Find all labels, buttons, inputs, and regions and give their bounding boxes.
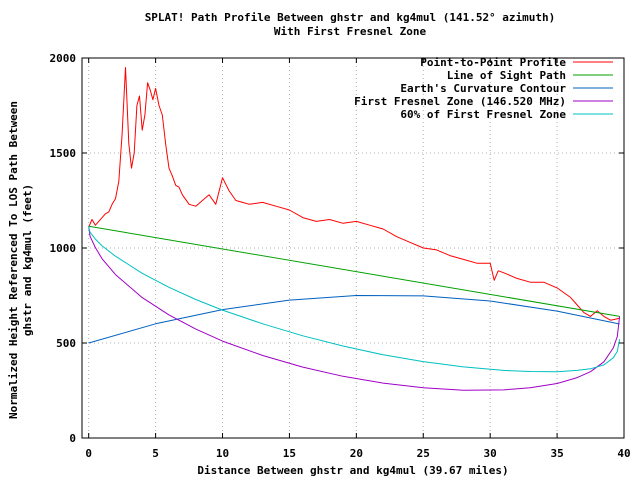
legend-label: 60% of First Fresnel Zone [400,108,566,121]
series-group [88,67,621,391]
y-axis-label-line1: Normalized Height Referenced To LOS Path… [7,101,20,419]
y-tick-label: 500 [56,337,76,350]
series-line-1 [88,67,620,321]
legend-label: First Fresnel Zone (146.520 MHz) [354,95,566,108]
x-tick-label: 15 [283,447,296,460]
series-line-4 [88,226,621,391]
ticks: 0 5 10 15 20 25 30 35 40 0 500 1000 1500 2000 [50,52,631,460]
x-tick-label: 5 [152,447,159,460]
y-tick-label: 0 [69,432,76,445]
x-tick-label: 20 [350,447,363,460]
y-axis-label-line2: ghstr and kg4mul (feet) [21,184,34,336]
chart-title: SPLAT! Path Profile Between ghstr and kg… [145,11,556,24]
series-line-2 [88,225,620,317]
chart-subtitle: With First Fresnel Zone [274,25,427,38]
x-tick-label: 25 [417,447,430,460]
y-tick-label: 1500 [50,147,77,160]
x-tick-label: 30 [484,447,497,460]
x-tick-label: 40 [617,447,630,460]
legend-label: Earth's Curvature Contour [400,82,566,95]
series-line-5 [88,226,621,373]
x-tick-label: 35 [550,447,563,460]
legend-label: Point-to-Point Profile [420,56,566,69]
x-tick-label: 0 [85,447,92,460]
y-tick-label: 2000 [50,52,77,65]
x-tick-label: 10 [216,447,229,460]
y-tick-label: 1000 [50,242,77,255]
legend-label: Line of Sight Path [447,69,566,82]
x-axis-label: Distance Between ghstr and kg4mul (39.67… [197,464,508,477]
